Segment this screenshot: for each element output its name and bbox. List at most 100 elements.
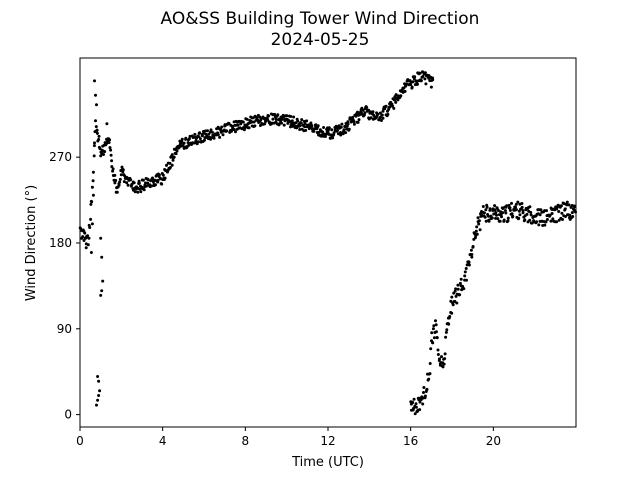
data-point — [110, 159, 114, 163]
x-axis-label: Time (UTC) — [291, 455, 364, 470]
data-point — [133, 190, 137, 194]
data-point — [432, 336, 436, 340]
data-point — [430, 331, 434, 335]
data-point — [504, 211, 508, 215]
data-point — [494, 211, 498, 215]
data-point — [271, 117, 275, 121]
chart-subtitle: 2024-05-25 — [271, 30, 370, 50]
data-point — [108, 138, 112, 142]
data-point — [436, 353, 440, 356]
chart-title: AO&SS Building Tower Wind Direction — [161, 9, 480, 29]
data-point — [351, 115, 355, 119]
data-point — [107, 141, 111, 144]
data-point — [493, 208, 497, 212]
data-point — [503, 209, 507, 213]
data-point — [463, 270, 467, 274]
data-point — [118, 180, 122, 184]
x-axis-ticks: 0 4 8 12 16 20 — [76, 427, 501, 448]
data-point — [207, 132, 211, 136]
data-point — [431, 78, 435, 82]
y-tick-label: 0 — [64, 408, 72, 422]
data-point — [175, 149, 179, 153]
data-point — [95, 403, 98, 407]
data-point — [89, 217, 93, 221]
data-point — [555, 220, 559, 224]
data-point — [259, 117, 263, 121]
data-point — [544, 220, 548, 224]
data-point — [203, 138, 206, 142]
data-point — [431, 327, 435, 331]
data-point — [496, 217, 500, 221]
data-point — [442, 362, 446, 366]
data-point — [561, 218, 564, 221]
data-point — [467, 263, 471, 267]
data-point — [354, 114, 358, 118]
data-point — [156, 178, 160, 182]
data-point — [467, 260, 471, 264]
data-point — [429, 347, 433, 351]
data-point — [241, 120, 245, 124]
data-point — [560, 211, 564, 215]
data-point — [502, 218, 506, 222]
data-point — [125, 181, 129, 185]
data-point — [490, 216, 494, 220]
data-point — [298, 124, 302, 128]
data-point — [97, 134, 101, 138]
data-point — [98, 389, 102, 393]
data-point — [86, 243, 90, 247]
data-point — [296, 119, 300, 123]
data-point — [270, 121, 274, 125]
data-point — [337, 124, 341, 128]
data-point — [455, 301, 459, 305]
data-point — [409, 83, 413, 87]
data-point — [95, 103, 98, 107]
data-point — [110, 165, 114, 169]
data-point — [298, 128, 302, 131]
data-point — [97, 379, 101, 383]
data-point — [381, 116, 385, 120]
data-point — [365, 106, 369, 109]
data-point — [414, 405, 418, 409]
data-point — [411, 401, 415, 405]
data-point — [303, 122, 307, 126]
data-point — [198, 131, 202, 135]
data-point — [109, 148, 113, 152]
data-point — [419, 79, 423, 83]
data-point — [87, 236, 91, 240]
data-point — [475, 232, 479, 236]
data-point — [91, 170, 95, 174]
data-point — [564, 215, 567, 218]
data-point — [434, 330, 438, 334]
data-point — [360, 106, 364, 110]
data-point — [221, 133, 225, 137]
data-point — [321, 130, 325, 134]
data-point — [571, 215, 575, 218]
data-point — [322, 126, 326, 129]
data-point — [438, 357, 441, 361]
data-point — [523, 218, 527, 222]
data-point — [450, 295, 454, 299]
data-point — [236, 123, 240, 127]
data-point — [344, 131, 348, 135]
data-point — [486, 214, 490, 218]
data-point — [371, 110, 375, 114]
data-point — [443, 357, 447, 361]
y-axis-label: Wind Direction (°) — [24, 185, 39, 301]
data-point — [520, 205, 524, 209]
data-point — [220, 125, 224, 129]
data-point — [144, 181, 147, 185]
data-point — [508, 206, 512, 210]
data-point — [312, 129, 316, 133]
data-point — [216, 133, 220, 137]
data-point — [477, 222, 481, 226]
data-point — [391, 104, 395, 108]
data-point — [384, 104, 388, 108]
data-point — [434, 319, 437, 323]
data-point — [508, 208, 512, 212]
data-point — [567, 203, 571, 207]
data-point — [96, 375, 100, 378]
data-point — [292, 115, 296, 119]
data-point — [290, 121, 294, 125]
data-point — [330, 128, 334, 132]
data-point — [122, 180, 126, 184]
